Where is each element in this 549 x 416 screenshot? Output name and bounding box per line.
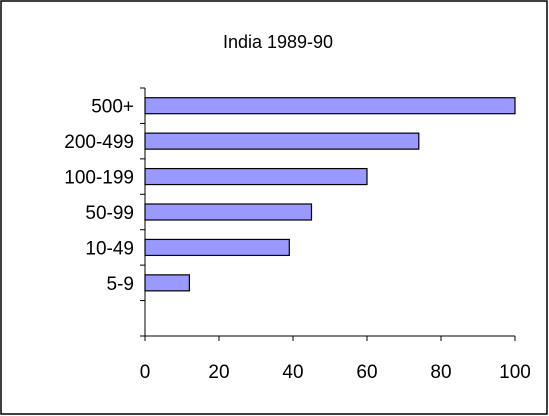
bars xyxy=(144,97,516,292)
x-tick-label: 80 xyxy=(430,362,451,383)
category-label: 5-9 xyxy=(107,274,134,295)
x-tick-label: 60 xyxy=(356,362,377,383)
category-labels: 500+ 200-499 100-199 50-99 10-49 5-9 xyxy=(64,97,134,295)
bar xyxy=(144,203,313,221)
bar xyxy=(144,238,290,257)
category-label: 500+ xyxy=(91,97,134,118)
bar xyxy=(144,132,420,150)
x-tick-label: 0 xyxy=(140,362,151,383)
category-label: 50-99 xyxy=(85,203,134,224)
x-axis xyxy=(144,335,516,341)
x-tick-label: 40 xyxy=(282,362,303,383)
x-tick-label: 100 xyxy=(499,362,531,383)
x-tick-label: 20 xyxy=(208,362,229,383)
category-label: 10-49 xyxy=(85,238,134,259)
x-tick-labels: 0 20 40 60 80 100 xyxy=(140,362,531,383)
bar xyxy=(144,274,191,292)
bar xyxy=(144,97,516,115)
chart-title: India 1989-90 xyxy=(223,32,333,52)
category-label: 100-199 xyxy=(64,168,134,189)
category-label: 200-499 xyxy=(64,132,134,153)
bar xyxy=(144,167,368,186)
